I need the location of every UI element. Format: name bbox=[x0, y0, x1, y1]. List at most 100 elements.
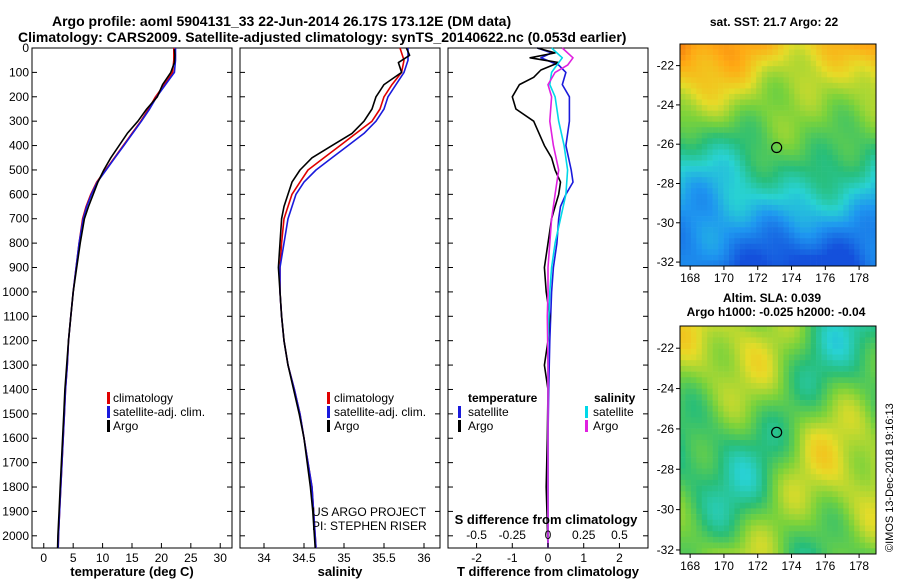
map-cell bbox=[827, 445, 833, 452]
map-cell bbox=[701, 193, 708, 200]
map-cell bbox=[843, 383, 850, 389]
map-cell bbox=[750, 514, 757, 521]
map-cell bbox=[750, 243, 757, 250]
map-cell bbox=[778, 451, 784, 458]
map-cell bbox=[696, 411, 703, 418]
map-cell bbox=[707, 260, 713, 267]
map-cell bbox=[712, 422, 719, 429]
map-cell bbox=[734, 238, 741, 245]
map-cell bbox=[690, 227, 697, 233]
map-cell bbox=[696, 149, 703, 156]
map-cell bbox=[739, 138, 746, 145]
map-cell bbox=[712, 462, 719, 469]
map-cell bbox=[745, 451, 752, 458]
map-cell bbox=[685, 388, 692, 395]
map-cell bbox=[827, 417, 833, 424]
map-cell bbox=[805, 514, 811, 521]
map-cell bbox=[816, 434, 822, 441]
map-cell bbox=[750, 260, 757, 267]
map-cell bbox=[827, 371, 833, 378]
map-cell bbox=[843, 177, 850, 184]
map-cell bbox=[848, 221, 855, 228]
map-cell bbox=[788, 177, 795, 184]
legend-argo-swatch bbox=[327, 420, 330, 432]
map-cell bbox=[778, 400, 784, 407]
map-cell bbox=[685, 121, 692, 128]
map-cell bbox=[837, 171, 844, 178]
map-cell bbox=[707, 491, 713, 498]
map-cell bbox=[854, 365, 860, 372]
map-cell bbox=[690, 132, 697, 139]
map-cell bbox=[756, 485, 762, 492]
map-cell bbox=[685, 348, 692, 355]
map-cell bbox=[788, 326, 795, 332]
map-cell bbox=[832, 479, 839, 486]
map-cell bbox=[805, 457, 811, 464]
map-cell bbox=[701, 331, 708, 338]
series-line-argo bbox=[56, 49, 176, 549]
map-cell bbox=[707, 417, 713, 424]
map-cell bbox=[854, 491, 860, 498]
map-cell bbox=[783, 440, 790, 446]
map-cell bbox=[772, 462, 779, 469]
map-cell bbox=[690, 177, 697, 184]
map-cell bbox=[680, 400, 686, 407]
map-cell bbox=[843, 405, 850, 412]
map-cell bbox=[805, 121, 811, 128]
map-cell bbox=[729, 121, 735, 128]
map-cell bbox=[854, 377, 860, 384]
map-cell bbox=[680, 411, 686, 418]
map-cell bbox=[772, 216, 779, 222]
map-cell bbox=[772, 514, 779, 521]
map-cell bbox=[685, 77, 692, 84]
map-cell bbox=[712, 519, 719, 526]
map-cell bbox=[707, 383, 713, 389]
map-cell bbox=[810, 177, 817, 184]
map-cell bbox=[734, 188, 741, 195]
map-cell bbox=[783, 88, 790, 95]
map-cell bbox=[718, 479, 724, 486]
map-cell bbox=[680, 326, 686, 332]
map-cell bbox=[794, 188, 801, 195]
map-cell bbox=[778, 360, 784, 367]
map-cell bbox=[690, 377, 697, 384]
map-cell bbox=[854, 548, 860, 555]
map-cell bbox=[816, 548, 822, 555]
map-cell bbox=[701, 383, 708, 389]
map-cell bbox=[778, 411, 784, 418]
map-cell bbox=[680, 348, 686, 355]
map-cell bbox=[739, 77, 746, 84]
map-cell bbox=[701, 138, 708, 145]
map-cell bbox=[837, 116, 844, 122]
map-cell bbox=[810, 71, 817, 78]
map-cell bbox=[810, 383, 817, 389]
map-cell bbox=[707, 525, 713, 532]
map-cell bbox=[696, 166, 703, 172]
map-cell bbox=[767, 155, 773, 161]
map-cell bbox=[854, 210, 860, 217]
map-cell bbox=[745, 77, 752, 84]
map-cell bbox=[723, 110, 730, 117]
lat-tick-label: -22 bbox=[657, 59, 675, 73]
map-cell bbox=[767, 485, 773, 492]
map-cell bbox=[718, 55, 724, 61]
map-cell bbox=[783, 411, 790, 418]
map-cell bbox=[729, 171, 735, 178]
map-cell bbox=[696, 502, 703, 509]
map-cell bbox=[827, 462, 833, 469]
map-cell bbox=[778, 519, 784, 526]
map-cell bbox=[767, 232, 773, 239]
map-cell bbox=[718, 485, 724, 492]
map-cell bbox=[707, 371, 713, 378]
map-cell bbox=[718, 221, 724, 228]
map-cell bbox=[854, 326, 860, 332]
map-cell bbox=[870, 468, 877, 475]
map-cell bbox=[723, 491, 730, 498]
map-cell bbox=[729, 210, 735, 217]
map-cell bbox=[707, 155, 713, 161]
map-cell bbox=[772, 400, 779, 407]
map-cell bbox=[696, 536, 703, 543]
map-cell bbox=[718, 411, 724, 418]
map-cell bbox=[701, 127, 708, 134]
map-cell bbox=[810, 138, 817, 145]
